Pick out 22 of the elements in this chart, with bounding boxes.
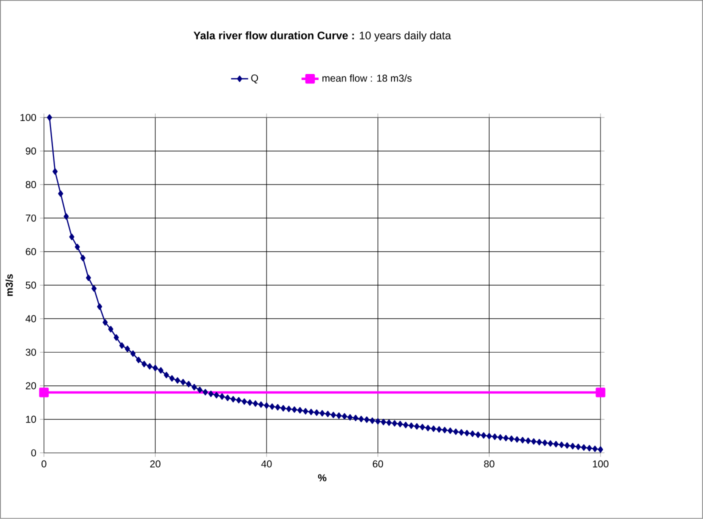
y-tick-label: 100 xyxy=(20,114,36,122)
legend-label: mean flow : 18 m3/s xyxy=(322,74,412,82)
y-tick-label: 30 xyxy=(26,348,36,356)
y-tick-label: 20 xyxy=(26,382,36,390)
x-tick-label: 40 xyxy=(261,460,272,468)
chart-title: Yala river flow duration Curve : 10 years daily data xyxy=(194,31,452,42)
x-tick-label: 100 xyxy=(592,460,608,468)
x-tick-label: 20 xyxy=(150,460,160,468)
x-tick-label: 60 xyxy=(372,460,384,468)
y-tick-label: 50 xyxy=(26,282,36,289)
y-tick-label: 0 xyxy=(31,449,36,456)
y-tick-label: 90 xyxy=(26,148,36,155)
x-tick-label: 80 xyxy=(484,460,494,468)
x-tick-label: 0 xyxy=(42,460,46,468)
y-tick-label: 80 xyxy=(26,181,36,188)
x-axis-title: % xyxy=(318,474,326,482)
y-tick-label: 40 xyxy=(26,315,36,322)
y-axis-title: m3/s xyxy=(6,274,13,296)
y-tick-label: 60 xyxy=(26,248,36,256)
legend-label: Q xyxy=(251,74,258,84)
y-tick-label: 70 xyxy=(26,214,36,222)
y-tick-label: 10 xyxy=(26,416,36,423)
